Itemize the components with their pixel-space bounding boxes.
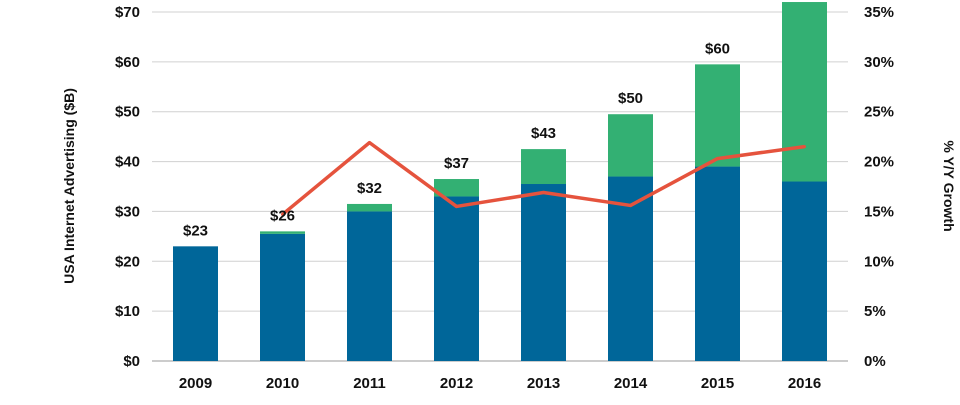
bar-segment-top — [695, 64, 740, 167]
y2-axis-title: % Y/Y Growth — [941, 140, 957, 231]
y-tick-label: $40 — [115, 154, 140, 171]
y2-tick-label: 0% — [864, 353, 886, 370]
x-tick-label: 2014 — [614, 375, 648, 392]
y-tick-label: $60 — [115, 54, 140, 71]
bar-segment-top — [521, 149, 566, 185]
bar-value-label: $43 — [531, 125, 556, 142]
bar-value-label: $26 — [270, 207, 295, 224]
bar-segment-top — [260, 231, 305, 234]
grid-layer — [152, 11, 848, 362]
y-axis-title: USA Internet Advertising ($B) — [61, 88, 77, 284]
x-tick-label: 2012 — [440, 375, 473, 392]
bar-segment-top — [608, 114, 653, 177]
x-tick-label: 2016 — [788, 375, 821, 392]
bar-value-label: $37 — [444, 155, 469, 172]
growth-point — [716, 157, 719, 161]
growth-point — [803, 145, 806, 149]
growth-line-layer — [281, 140, 806, 216]
bar-segment-base — [434, 196, 479, 361]
y2-tick-label: 20% — [864, 154, 894, 171]
growth-point — [455, 204, 458, 208]
growth-point — [281, 212, 284, 216]
x-tick-label: 2013 — [527, 375, 560, 392]
growth-point — [629, 203, 632, 207]
bar-segment-base — [782, 181, 827, 361]
y-tick-label: $10 — [115, 303, 140, 320]
bar-segment-top — [434, 179, 479, 197]
bar-layer — [173, 2, 827, 361]
y2-tick-label: 10% — [864, 253, 894, 270]
y2-tick-label: 15% — [864, 203, 894, 220]
y2-tick-label: 25% — [864, 104, 894, 121]
bar-value-label: $32 — [357, 180, 382, 197]
y2-tick-label: 5% — [864, 303, 886, 320]
y-tick-label: $20 — [115, 253, 140, 270]
label-layer: $0 $10 $20 $30 $40 $50 $60 $70 0% 5% 10% 15% 20% 25% 3… — [115, 4, 894, 392]
bar-segment-base — [695, 166, 740, 361]
y-tick-label: $0 — [123, 353, 140, 370]
bar-segment-base — [608, 176, 653, 361]
bar-value-label: $23 — [183, 222, 208, 239]
bar-segment-base — [521, 184, 566, 361]
growth-point — [368, 141, 371, 145]
bar-value-label: $50 — [618, 90, 643, 107]
bar-segment-top — [782, 2, 827, 182]
y-tick-label: $50 — [115, 104, 140, 121]
y2-tick-label: 30% — [864, 54, 894, 71]
bar-segment-top — [347, 203, 392, 212]
growth-point — [542, 190, 545, 194]
x-tick-label: 2010 — [266, 375, 299, 392]
y-tick-label: $70 — [115, 4, 140, 21]
x-tick-label: 2015 — [701, 375, 734, 392]
x-tick-label: 2009 — [179, 375, 212, 392]
x-tick-label: 2011 — [353, 375, 386, 392]
bar-segment-base — [347, 211, 392, 361]
bar-value-label: $60 — [705, 40, 730, 57]
y2-tick-label: 35% — [864, 4, 894, 21]
bar-segment-base — [173, 246, 218, 361]
bar-segment-base — [260, 233, 305, 361]
y-tick-label: $30 — [115, 203, 140, 220]
